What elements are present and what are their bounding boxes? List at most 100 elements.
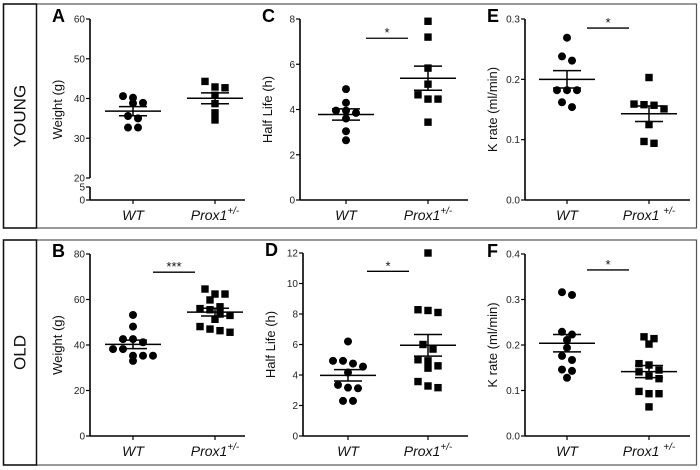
y-tick-label: 20 — [74, 386, 86, 397]
y-axis-label: Weight (g) — [50, 315, 65, 375]
data-point — [342, 136, 350, 145]
x-tick-label: WT — [556, 443, 579, 459]
data-point — [119, 335, 127, 344]
series-wt — [539, 288, 595, 382]
y-tick-label: 2 — [292, 401, 298, 412]
data-point — [568, 56, 576, 65]
data-point — [630, 100, 638, 108]
x-tick-label: Prox1 +/- — [623, 206, 676, 223]
data-point — [429, 345, 437, 353]
y-tick-label: 4 — [289, 105, 295, 116]
x-tick-label: Prox1+/- — [191, 206, 240, 223]
data-point — [645, 389, 653, 398]
category-name: WT — [122, 207, 145, 223]
data-point — [640, 333, 648, 341]
data-point — [332, 106, 340, 115]
data-point — [211, 83, 219, 91]
data-point — [221, 84, 229, 92]
data-point — [419, 340, 427, 349]
panel-letter: D — [265, 240, 278, 260]
x-tick-label: Prox1+/- — [404, 206, 453, 223]
data-point — [129, 93, 137, 102]
panel-letter: B — [52, 241, 65, 261]
data-point — [645, 120, 653, 129]
y-tick-label: 0.3 — [506, 15, 520, 26]
category-name: Prox1 — [623, 207, 663, 223]
data-point — [424, 306, 432, 315]
data-point — [216, 326, 224, 335]
category-name: Prox1 — [623, 443, 663, 459]
y-tick-label: 0.0 — [506, 432, 520, 443]
data-point — [635, 387, 643, 396]
data-point — [139, 351, 147, 360]
data-point — [424, 357, 432, 365]
data-point — [558, 52, 566, 61]
category-superscript: +/- — [663, 442, 676, 453]
y-tick-label: 20 — [74, 174, 86, 185]
data-point — [655, 366, 663, 374]
y-tick-label: 40 — [74, 94, 86, 105]
data-point — [206, 306, 214, 314]
data-point — [558, 288, 566, 297]
x-tick-label: WT — [122, 207, 145, 223]
data-point — [424, 118, 432, 126]
data-point — [201, 77, 209, 86]
data-point — [196, 322, 204, 331]
data-point — [568, 290, 576, 299]
data-point — [134, 123, 142, 132]
row-label-box — [2, 3, 38, 229]
y-tick-label: 0.1 — [506, 135, 520, 146]
x-tick-label: WT — [335, 207, 358, 223]
data-point — [344, 337, 352, 346]
data-point — [342, 85, 350, 94]
data-point — [563, 33, 571, 42]
data-point — [568, 103, 576, 112]
series-wt — [318, 85, 374, 145]
data-point — [349, 396, 357, 405]
data-point — [344, 383, 352, 392]
category-name: WT — [556, 207, 579, 223]
y-tick-label: 0 — [289, 196, 295, 207]
data-point — [640, 137, 648, 146]
panel-letter: E — [487, 6, 499, 26]
panel-c: C 0 2 4 6 8 Half Life (h) WT Prox1+/- * — [260, 6, 468, 223]
y-tick-label: 2 — [289, 150, 295, 161]
category-superscript: +/- — [440, 206, 453, 217]
data-point — [211, 315, 219, 323]
data-point — [354, 384, 362, 393]
category-name: WT — [335, 207, 358, 223]
data-point — [221, 290, 229, 298]
category-superscript: +/- — [440, 442, 453, 453]
series-prox1 — [400, 17, 456, 126]
panel-letter: A — [52, 6, 65, 26]
y-tick-label: 10 — [287, 279, 299, 290]
data-point — [558, 365, 566, 374]
panel-a: A 0 520 30 40 50 60 Weight (g) WT Prox1+/- — [50, 6, 245, 223]
x-tick-label: Prox1 +/- — [623, 442, 676, 459]
y-tick-label: 0 — [292, 432, 298, 443]
y-tick-label: 30 — [74, 134, 86, 145]
data-point — [211, 116, 219, 124]
category-name: Prox1 — [404, 207, 441, 223]
data-point — [216, 303, 224, 311]
y-axis-label: K rate (ml/min) — [485, 67, 500, 152]
data-point — [660, 105, 668, 113]
data-point — [201, 285, 209, 293]
y-axis-label: Half Life (h) — [260, 76, 275, 143]
data-point — [124, 123, 132, 132]
data-point — [339, 356, 347, 365]
row-label-box — [2, 239, 38, 466]
significance-label: * — [385, 258, 390, 273]
category-superscript: +/- — [227, 442, 240, 453]
data-point — [558, 351, 566, 360]
row-young: YOUNG — [2, 3, 698, 229]
data-point — [640, 100, 648, 109]
data-point — [129, 322, 137, 331]
y-tick-label: 8 — [292, 310, 298, 321]
x-tick-label: WT — [337, 443, 360, 459]
data-point — [129, 356, 137, 365]
data-point — [645, 403, 653, 411]
data-point — [645, 73, 653, 82]
data-point — [414, 377, 422, 386]
